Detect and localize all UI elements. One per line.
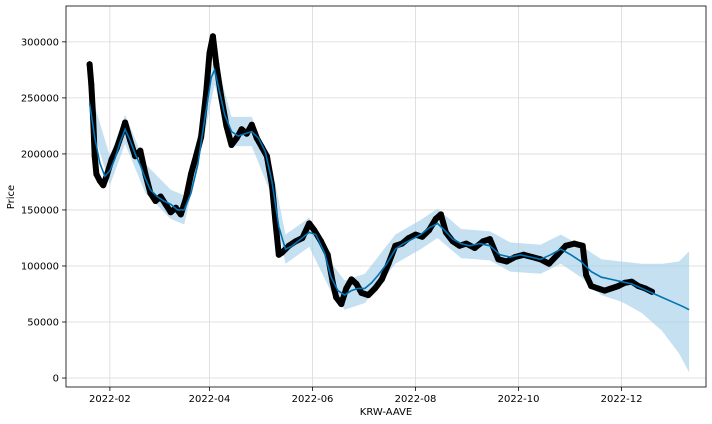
- x-tick-label: 2022-10: [498, 394, 540, 405]
- y-tick-label: 200000: [21, 149, 59, 160]
- y-axis: 0 50000 100000 150000 200000 250000 300000: [21, 37, 66, 385]
- observed-point: [338, 301, 345, 308]
- observed-point: [228, 142, 235, 148]
- observed-point: [601, 287, 608, 294]
- observed-point: [583, 271, 590, 278]
- observed-point: [348, 276, 355, 283]
- observed-point: [571, 240, 578, 247]
- observed-point: [581, 257, 588, 264]
- observed-point: [203, 89, 210, 96]
- observed-point: [480, 238, 487, 245]
- observed-point: [206, 50, 213, 57]
- observed-point: [495, 256, 502, 263]
- observed-point: [88, 81, 95, 88]
- observed-point: [272, 218, 279, 225]
- observed-point: [432, 215, 439, 222]
- grid: [66, 6, 706, 387]
- observed-point: [86, 61, 93, 68]
- observed-point: [358, 289, 365, 296]
- observed-point: [372, 285, 378, 292]
- observed-point: [96, 177, 103, 184]
- x-tick-label: 2022-12: [601, 394, 643, 405]
- x-tick-label: 2022-02: [89, 394, 131, 405]
- observed-point: [137, 147, 144, 154]
- observed-point: [253, 135, 260, 142]
- observed-point: [279, 249, 286, 256]
- observed-point: [615, 283, 622, 290]
- observed-point: [238, 126, 245, 133]
- observed-point: [486, 236, 493, 243]
- observed-point: [306, 220, 313, 227]
- x-axis: 2022-02 2022-04 2022-06 2022-08 2022-10 2022-…: [89, 387, 642, 405]
- observed-point: [343, 285, 350, 292]
- observed-point: [122, 119, 129, 126]
- y-tick-label: 150000: [21, 205, 59, 216]
- observed-point: [248, 121, 255, 128]
- observed-point: [579, 242, 586, 249]
- observed-point: [100, 182, 107, 189]
- y-tick-label: 0: [53, 374, 59, 385]
- observed-point: [152, 198, 159, 204]
- y-tick-label: 100000: [21, 261, 59, 272]
- observed-point: [546, 260, 552, 267]
- y-tick-label: 250000: [21, 93, 59, 104]
- observed-point: [177, 211, 184, 218]
- observed-point: [365, 292, 372, 299]
- observed-point: [193, 153, 199, 160]
- observed-point: [471, 245, 478, 251]
- observed-point: [437, 211, 444, 218]
- observed-point: [167, 209, 174, 216]
- observed-point: [554, 251, 561, 258]
- observed-point: [503, 258, 510, 265]
- observed-point: [594, 285, 601, 292]
- observed-point: [93, 171, 100, 178]
- observed-point: [562, 242, 569, 249]
- x-tick-label: 2022-06: [292, 394, 334, 405]
- observed-point: [91, 153, 98, 160]
- observed-point: [333, 294, 340, 301]
- observed-point: [209, 33, 216, 40]
- y-tick-label: 50000: [27, 318, 59, 329]
- observed-point: [311, 227, 318, 234]
- observed-point: [608, 285, 615, 292]
- plot-frame: [65, 5, 707, 388]
- x-axis-label: KRW-AAVE: [360, 407, 412, 418]
- y-tick-label: 300000: [21, 37, 59, 48]
- observed-point: [378, 276, 385, 283]
- x-tick-label: 2022-08: [395, 394, 437, 405]
- y-axis-label: Price: [6, 185, 17, 209]
- forecast-line: [88, 67, 690, 311]
- x-tick-label: 2022-04: [189, 394, 231, 405]
- observed-point: [188, 171, 194, 178]
- observed-point: [588, 283, 595, 290]
- observed-point: [353, 280, 360, 287]
- observed-point: [213, 61, 220, 68]
